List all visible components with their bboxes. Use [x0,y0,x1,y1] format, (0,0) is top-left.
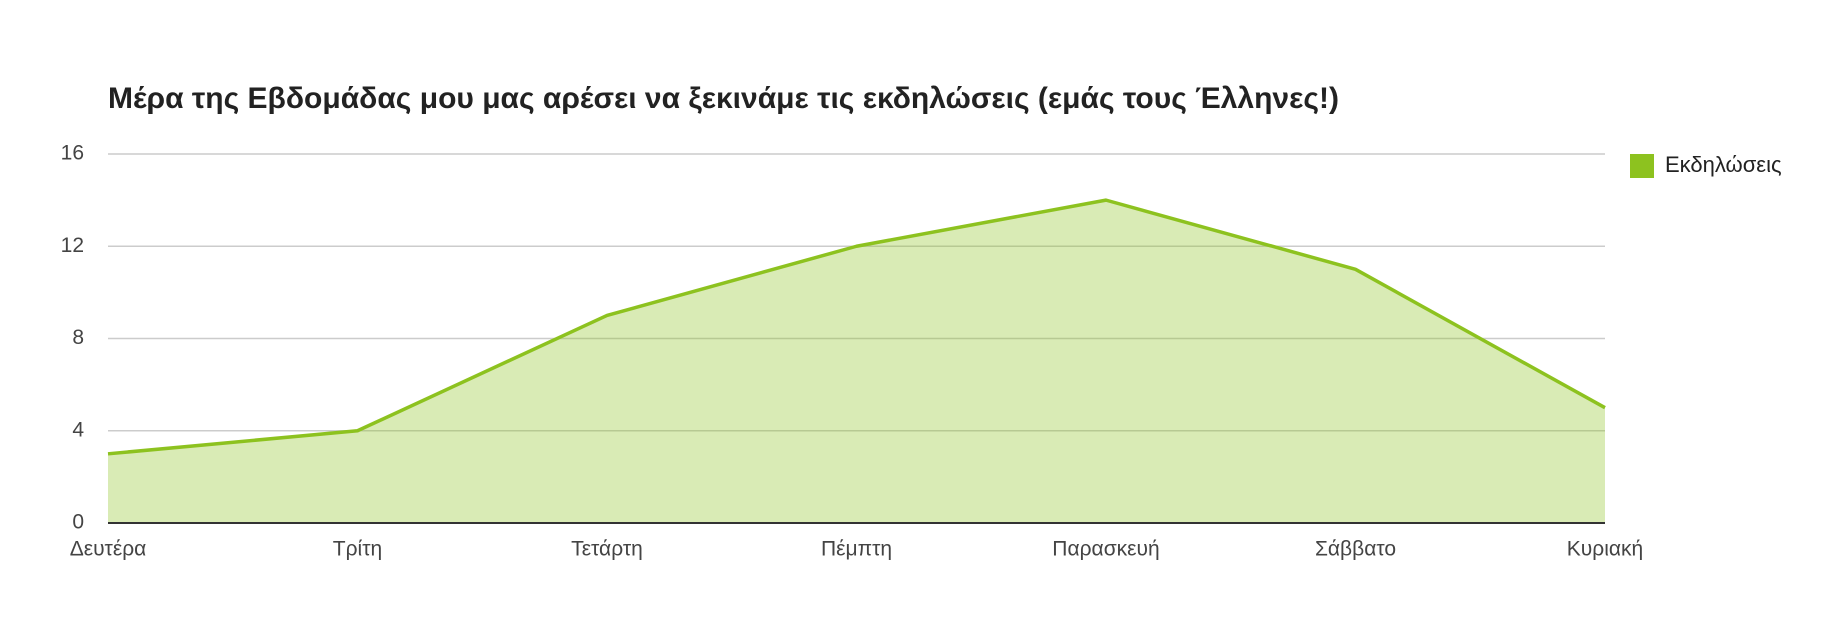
y-tick-label: 8 [72,326,84,349]
x-tick-label: Τετάρτη [571,538,643,561]
x-tick-label: Πέμπτη [821,538,892,561]
area-fill [108,200,1605,523]
y-tick-label: 0 [72,511,84,534]
x-tick-label: Δευτέρα [70,538,147,561]
y-tick-label: 16 [61,142,84,165]
x-tick-label: Τρίτη [333,538,382,561]
y-tick-label: 4 [72,418,84,441]
area-line [107,198,1606,456]
chart-title: Μέρα της Εβδομάδας μου μας αρέσει να ξεκ… [108,82,1339,115]
legend-label: Εκδηλώσεις [1665,152,1782,177]
x-tick-label: Κυριακή [1567,538,1643,561]
legend-swatch [1630,154,1654,178]
y-tick-label: 12 [61,234,84,257]
x-tick-label: Σάββατο [1315,538,1396,561]
x-tick-label: Παρασκευή [1052,538,1159,561]
